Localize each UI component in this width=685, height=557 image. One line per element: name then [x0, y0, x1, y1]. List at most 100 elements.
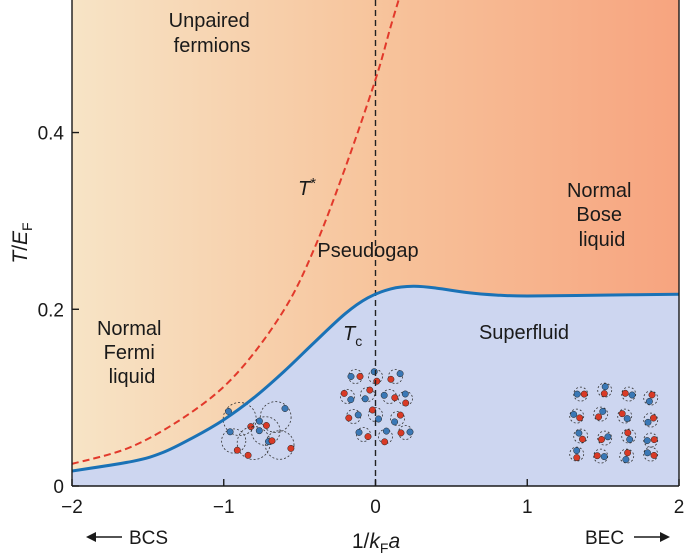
particle-red: [624, 429, 632, 437]
particle-blue: [643, 437, 651, 445]
normal-bose-liquid-label: Normal Bose liquid: [567, 180, 637, 251]
superfluid-region: [72, 286, 679, 486]
particle-blue: [626, 436, 634, 443]
bec-direction: BEC: [585, 528, 670, 549]
pair-outline: [360, 387, 375, 402]
pair-outline: [597, 430, 613, 446]
particle-blue: [370, 368, 378, 376]
particle-blue: [644, 418, 652, 426]
pair-outline: [569, 446, 585, 462]
particle-red: [381, 438, 389, 446]
t-c-label: Tc: [343, 323, 362, 349]
pair-outline: [621, 428, 637, 444]
bcs-label: BCS: [129, 528, 168, 549]
pair-outline: [368, 407, 383, 422]
particle-red: [387, 375, 395, 383]
particle-red: [244, 451, 252, 459]
pair-outline: [621, 386, 637, 402]
pair-outline: [222, 402, 257, 436]
y-axis-title: T/EF: [9, 222, 35, 263]
particle-blue: [347, 373, 355, 380]
pair-outline: [597, 382, 613, 398]
particle-red: [593, 452, 601, 460]
particle-blue: [225, 407, 232, 415]
y-tick-label: 0: [53, 477, 64, 498]
particle-blue: [380, 391, 388, 399]
x-tick-label: −2: [61, 497, 83, 518]
particle-red: [648, 391, 656, 399]
bcs-direction: BCS: [86, 528, 168, 549]
pair-outline: [340, 389, 355, 404]
series-tc-line: [72, 284, 679, 473]
particle-blue: [255, 417, 263, 425]
x-axis-ticks: −2 −1 0 1 2: [61, 479, 684, 518]
crossover-pairs: [340, 368, 414, 446]
particle-red: [373, 377, 381, 385]
pair-outline: [388, 369, 403, 384]
particle-red: [621, 389, 629, 397]
particle-red: [598, 436, 605, 443]
x-tick-label: −1: [213, 497, 235, 518]
particle-blue: [599, 407, 607, 415]
particle-red: [595, 413, 603, 421]
particle-blue: [396, 370, 404, 378]
particle-blue: [401, 390, 409, 398]
particle-red: [650, 436, 658, 444]
bec-label: BEC: [585, 528, 624, 549]
particle-blue: [382, 427, 390, 435]
pair-outline: [569, 408, 585, 424]
pair-outline: [390, 411, 405, 426]
particle-red: [391, 394, 399, 402]
particle-red: [340, 389, 348, 397]
normal-fermi-liquid-label: Normal Fermi liquid: [97, 318, 167, 388]
particle-red: [650, 414, 657, 422]
particle-red: [287, 444, 295, 452]
pair-outline: [221, 428, 247, 454]
bec-molecules: [569, 382, 659, 464]
particle-red: [366, 386, 374, 394]
particle-blue: [391, 418, 399, 426]
particle-red: [580, 390, 588, 398]
particle-red: [650, 451, 658, 459]
pair-outline: [643, 446, 659, 462]
pair-outline: [259, 401, 292, 433]
particle-blue: [573, 390, 581, 398]
particle-blue: [375, 415, 382, 423]
particle-red: [402, 399, 410, 407]
particle-blue: [361, 395, 369, 403]
pair-outline: [643, 412, 659, 428]
particle-blue: [570, 410, 578, 418]
bcs-arrowhead-icon: [86, 532, 96, 542]
bec-arrowhead-icon: [660, 532, 670, 542]
pair-outline: [573, 386, 589, 402]
particle-blue: [354, 411, 362, 419]
y-axis-ticks: 0 0.2 0.4: [38, 124, 79, 498]
x-tick-label: 0: [370, 497, 381, 518]
x-tick-label: 2: [674, 497, 685, 518]
particle-red: [624, 449, 632, 457]
x-axis-title: 1/kFa: [352, 530, 400, 556]
particle-blue: [355, 428, 363, 436]
pair-outline: [573, 428, 589, 444]
particle-red: [233, 446, 241, 454]
particle-blue: [628, 391, 636, 399]
particle-red: [573, 454, 581, 462]
particle-red: [262, 422, 270, 429]
t-star-label: T*: [298, 175, 316, 200]
particle-red: [396, 411, 404, 419]
superfluid-label: Superfluid: [479, 322, 569, 344]
pair-outline: [643, 432, 659, 448]
particle-blue: [645, 397, 653, 405]
pair-outline: [593, 448, 609, 464]
particle-red: [600, 390, 608, 398]
bcs-pairs: [221, 401, 295, 460]
pair-outline: [265, 430, 295, 460]
particle-red: [579, 435, 586, 443]
particle-red: [397, 429, 405, 437]
particle-blue: [600, 453, 608, 461]
particle-red: [369, 406, 376, 414]
particle-red: [345, 414, 353, 422]
particle-red: [576, 414, 584, 422]
particle-red: [268, 437, 276, 445]
